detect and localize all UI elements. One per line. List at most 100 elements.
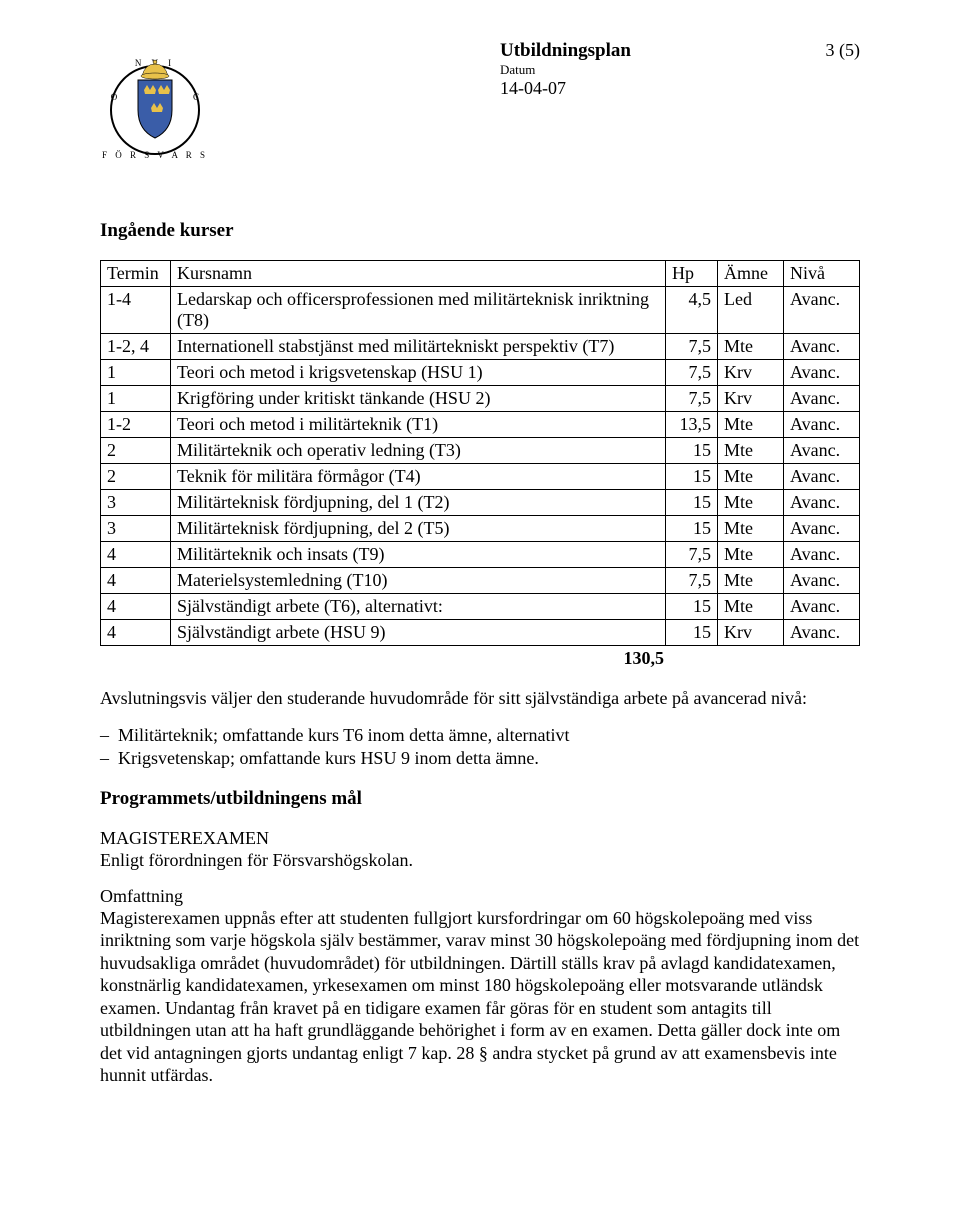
table-cell: 1 xyxy=(101,386,171,412)
date-value: 14-04-07 xyxy=(500,78,631,99)
table-row: 3Militärteknisk fördjupning, del 2 (T5)1… xyxy=(101,516,860,542)
table-row: 4Självständigt arbete (T6), alternativt:… xyxy=(101,594,860,620)
table-cell: 1-4 xyxy=(101,287,171,334)
table-cell: 4 xyxy=(101,594,171,620)
table-cell: 1-2 xyxy=(101,412,171,438)
bullet-list: Militärteknik; omfattande kurs T6 inom d… xyxy=(100,724,860,771)
omfattning-title: Omfattning xyxy=(100,886,860,907)
table-cell: Materielsystemledning (T10) xyxy=(171,568,666,594)
table-cell: Militärteknik och insats (T9) xyxy=(171,542,666,568)
table-cell: Avanc. xyxy=(784,464,860,490)
table-cell: Avanc. xyxy=(784,287,860,334)
list-item: Militärteknik; omfattande kurs T6 inom d… xyxy=(100,724,860,747)
table-cell: Avanc. xyxy=(784,568,860,594)
table-cell: 7,5 xyxy=(666,542,718,568)
table-row: 3Militärteknisk fördjupning, del 1 (T2)1… xyxy=(101,490,860,516)
doc-type-title: Utbildningsplan xyxy=(500,40,631,62)
table-cell: 15 xyxy=(666,594,718,620)
heading-goals: Programmets/utbildningens mål xyxy=(100,788,860,810)
table-cell: Avanc. xyxy=(784,334,860,360)
table-cell: Avanc. xyxy=(784,620,860,646)
table-row: 4Militärteknik och insats (T9)7,5MteAvan… xyxy=(101,542,860,568)
table-cell: Avanc. xyxy=(784,516,860,542)
date-label: Datum xyxy=(500,62,631,78)
table-cell: Militärteknik och operativ ledning (T3) xyxy=(171,438,666,464)
table-cell: 1 xyxy=(101,360,171,386)
table-row: 1Teori och metod i krigsvetenskap (HSU 1… xyxy=(101,360,860,386)
table-cell: Avanc. xyxy=(784,386,860,412)
table-row: 1-2Teori och metod i militärteknik (T1)1… xyxy=(101,412,860,438)
svg-text:F Ö R S V A R S: F Ö R S V A R S xyxy=(102,150,208,160)
table-cell: 4,5 xyxy=(666,287,718,334)
list-item: Krigsvetenskap; omfattande kurs HSU 9 in… xyxy=(100,747,860,770)
table-row: 1Krigföring under kritiskt tänkande (HSU… xyxy=(101,386,860,412)
page-header: N V I O C F Ö R S V A R S xyxy=(100,40,860,160)
table-cell: Mte xyxy=(718,464,784,490)
omfattning-text: Magisterexamen uppnås efter att studente… xyxy=(100,907,860,1087)
table-cell: Krigföring under kritiskt tänkande (HSU … xyxy=(171,386,666,412)
table-cell: Internationell stabstjänst med militärte… xyxy=(171,334,666,360)
table-cell: 15 xyxy=(666,464,718,490)
table-cell: 7,5 xyxy=(666,568,718,594)
table-cell: Avanc. xyxy=(784,594,860,620)
table-cell: 3 xyxy=(101,516,171,542)
table-cell: 2 xyxy=(101,464,171,490)
col-hp: Hp xyxy=(666,261,718,287)
table-cell: Mte xyxy=(718,334,784,360)
table-cell: Mte xyxy=(718,568,784,594)
col-kursnamn: Kursnamn xyxy=(171,261,666,287)
table-cell: Avanc. xyxy=(784,542,860,568)
table-row: 2Teknik för militära förmågor (T4)15MteA… xyxy=(101,464,860,490)
table-header-row: Termin Kursnamn Hp Ämne Nivå xyxy=(101,261,860,287)
page-number: 3 (5) xyxy=(826,40,861,61)
table-cell: Mte xyxy=(718,542,784,568)
table-row: 1-4Ledarskap och officersprofessionen me… xyxy=(101,287,860,334)
magister-title: MAGISTEREXAMEN xyxy=(100,828,860,849)
table-cell: Mte xyxy=(718,490,784,516)
table-cell: Teknik för militära förmågor (T4) xyxy=(171,464,666,490)
paragraph-intro: Avslutningsvis väljer den studerande huv… xyxy=(100,687,860,710)
table-cell: 15 xyxy=(666,620,718,646)
crest-logo-icon: N V I O C F Ö R S V A R S xyxy=(100,40,210,160)
table-row: 1-2, 4Internationell stabstjänst med mil… xyxy=(101,334,860,360)
table-cell: Självständigt arbete (T6), alternativt: xyxy=(171,594,666,620)
table-cell: Avanc. xyxy=(784,490,860,516)
table-cell: 4 xyxy=(101,568,171,594)
table-cell: 15 xyxy=(666,516,718,542)
section-heading: Ingående kurser xyxy=(100,220,860,242)
table-row: 4Materielsystemledning (T10)7,5MteAvanc. xyxy=(101,568,860,594)
table-cell: Avanc. xyxy=(784,360,860,386)
table-cell: Krv xyxy=(718,620,784,646)
table-cell: Mte xyxy=(718,516,784,542)
table-cell: Militärteknisk fördjupning, del 2 (T5) xyxy=(171,516,666,542)
table-cell: Mte xyxy=(718,438,784,464)
table-cell: Led xyxy=(718,287,784,334)
course-table: Termin Kursnamn Hp Ämne Nivå 1-4Ledarska… xyxy=(100,260,860,646)
table-cell: 15 xyxy=(666,438,718,464)
svg-text:C: C xyxy=(193,92,199,102)
svg-text:O: O xyxy=(111,92,118,102)
table-cell: Mte xyxy=(718,594,784,620)
table-cell: 4 xyxy=(101,620,171,646)
table-cell: 3 xyxy=(101,490,171,516)
table-cell: 15 xyxy=(666,490,718,516)
table-cell: 7,5 xyxy=(666,386,718,412)
table-cell: 7,5 xyxy=(666,334,718,360)
table-row: 2Militärteknik och operativ ledning (T3)… xyxy=(101,438,860,464)
table-cell: Avanc. xyxy=(784,412,860,438)
table-cell: 7,5 xyxy=(666,360,718,386)
table-cell: Självständigt arbete (HSU 9) xyxy=(171,620,666,646)
table-cell: Militärteknisk fördjupning, del 1 (T2) xyxy=(171,490,666,516)
col-termin: Termin xyxy=(101,261,171,287)
table-cell: Avanc. xyxy=(784,438,860,464)
table-cell: Teori och metod i militärteknik (T1) xyxy=(171,412,666,438)
col-amne: Ämne xyxy=(718,261,784,287)
table-cell: 4 xyxy=(101,542,171,568)
magister-line: Enligt förordningen för Försvarshögskola… xyxy=(100,849,860,872)
table-row: 4Självständigt arbete (HSU 9)15KrvAvanc. xyxy=(101,620,860,646)
table-cell: Mte xyxy=(718,412,784,438)
table-total: 130,5 xyxy=(100,648,860,669)
table-cell: Teori och metod i krigsvetenskap (HSU 1) xyxy=(171,360,666,386)
table-cell: 1-2, 4 xyxy=(101,334,171,360)
table-cell: Krv xyxy=(718,386,784,412)
